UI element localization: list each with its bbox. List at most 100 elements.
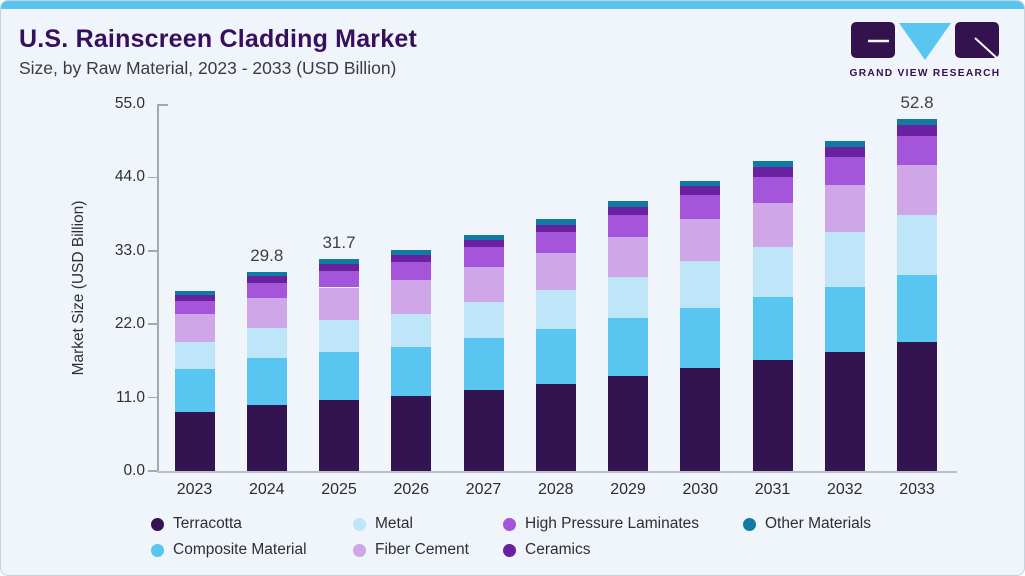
legend-swatch [151,543,164,557]
bar-segment-composite-material [752,296,793,360]
bar-segment-composite-material [535,328,576,384]
legend-item-terracotta: Terracotta [151,514,242,534]
bar-segment-ceramics [535,224,576,233]
bar-segment-composite-material [246,358,287,405]
bar-segment-other-materials [680,180,721,187]
y-tick-label: 55.0 [114,95,145,112]
bar-segment-fiber-cement [897,165,937,216]
bar-segment-fiber-cement [174,314,215,342]
bar-segment-fiber-cement [824,184,865,233]
bar-segment-other-materials [535,219,576,225]
x-tick-label: 2026 [393,481,430,498]
bar-segment-fiber-cement [608,237,648,277]
bar-segment-terracotta [824,351,865,471]
y-tick-label: 44.0 [114,168,145,186]
bar-segment-composite-material [319,351,359,401]
bar-segment-ceramics [463,240,504,248]
legend-item-composite-material: Composite Material [151,540,307,560]
bar-segment-composite-material [174,368,215,413]
bar-segment-high-pressure-laminates [463,247,504,267]
bar-segment-terracotta [246,404,287,471]
logo-text: GRAND VIEW RESEARCH [850,68,1000,79]
bar-total-label: 29.8 [250,246,284,266]
bar-segment-high-pressure-laminates [535,232,576,253]
y-axis-top-tick [157,104,168,106]
bar-segment-high-pressure-laminates [680,194,721,220]
legend-item-metal: Metal [353,514,413,534]
bar-segment-metal [319,319,359,352]
bar-segment-ceramics [174,294,215,301]
legend-label: High Pressure Laminates [525,515,700,532]
bar-segment-terracotta [463,389,504,471]
bar-segment-metal [391,313,432,347]
bar-segment-metal [680,261,721,308]
bar-segment-fiber-cement [752,202,793,247]
bar-segment-composite-material [463,337,504,390]
legend-label: Composite Material [173,541,307,558]
bar-segment-composite-material [391,346,432,397]
bar-segment-other-materials [752,161,793,168]
logo-v-triangle [899,23,951,60]
legend-label: Ceramics [525,541,591,558]
bar-segment-fiber-cement [463,266,504,302]
bar-segment-fiber-cement [680,219,721,262]
bar-segment-metal [174,341,215,369]
x-tick-label: 2033 [899,481,935,498]
bar-segment-metal [752,246,793,297]
bar-segment-high-pressure-laminates [174,300,215,315]
x-tick-label: 2028 [537,481,574,498]
bar-segment-high-pressure-laminates [246,282,287,299]
bar-segment-ceramics [897,124,937,136]
y-tick-mark [148,176,157,179]
y-axis-line [157,104,159,471]
bar-segment-terracotta [608,375,648,471]
y-tick-label: 11.0 [115,388,145,406]
x-axis-line [157,471,957,473]
y-tick-mark [148,323,157,325]
top-accent-bar [1,1,1024,9]
y-tick-label: 22.0 [114,315,145,333]
bar-segment-terracotta [752,359,793,471]
legend-label: Terracotta [173,515,242,532]
legend-swatch [353,517,366,531]
bar-segment-metal [246,328,287,359]
bar-segment-ceramics [824,147,865,158]
bar-segment-terracotta [391,396,432,471]
y-tick-mark [148,470,157,472]
bar-segment-high-pressure-laminates [752,176,793,203]
bar-segment-composite-material [824,286,865,352]
y-tick-label: 0.0 [123,462,145,479]
bar-segment-high-pressure-laminates [824,157,865,185]
legend-item-ceramics: Ceramics [503,540,590,560]
bar-segment-metal [608,276,648,319]
legend-swatch [151,517,164,531]
bar-segment-high-pressure-laminates [391,262,432,281]
logo-mark [851,22,999,60]
legend-label: Fiber Cement [375,541,469,558]
bar-segment-other-materials [174,290,215,295]
bar-segment-fiber-cement [246,298,287,329]
legend-label: Other Materials [765,515,871,532]
bar-segment-fiber-cement [535,252,576,291]
bar-segment-terracotta [319,400,359,471]
bar-segment-ceramics [608,206,648,215]
bar-segment-metal [463,301,504,338]
legend-label: Metal [375,515,413,532]
y-axis-title: Market Size (USD Billion) [70,200,87,376]
grand-view-research-logo: GRAND VIEW RESEARCH [850,22,1000,79]
page-subtitle: Size, by Raw Material, 2023 - 2033 (USD … [19,58,397,78]
x-tick-label: 2024 [248,481,285,498]
bar-segment-ceramics [391,254,432,263]
page-title: U.S. Rainscreen Cladding Market [19,25,417,53]
bar-segment-other-materials [246,272,287,277]
bar-segment-other-materials [824,141,865,148]
bar-total-label: 31.7 [322,233,356,253]
bar-segment-composite-material [680,307,721,368]
bar-segment-terracotta [680,367,721,471]
legend-item-high-pressure-laminates: High Pressure Laminates [503,514,699,534]
x-tick-label: 2025 [321,481,357,498]
bar-segment-terracotta [174,412,215,471]
bar-segment-other-materials [463,235,504,241]
